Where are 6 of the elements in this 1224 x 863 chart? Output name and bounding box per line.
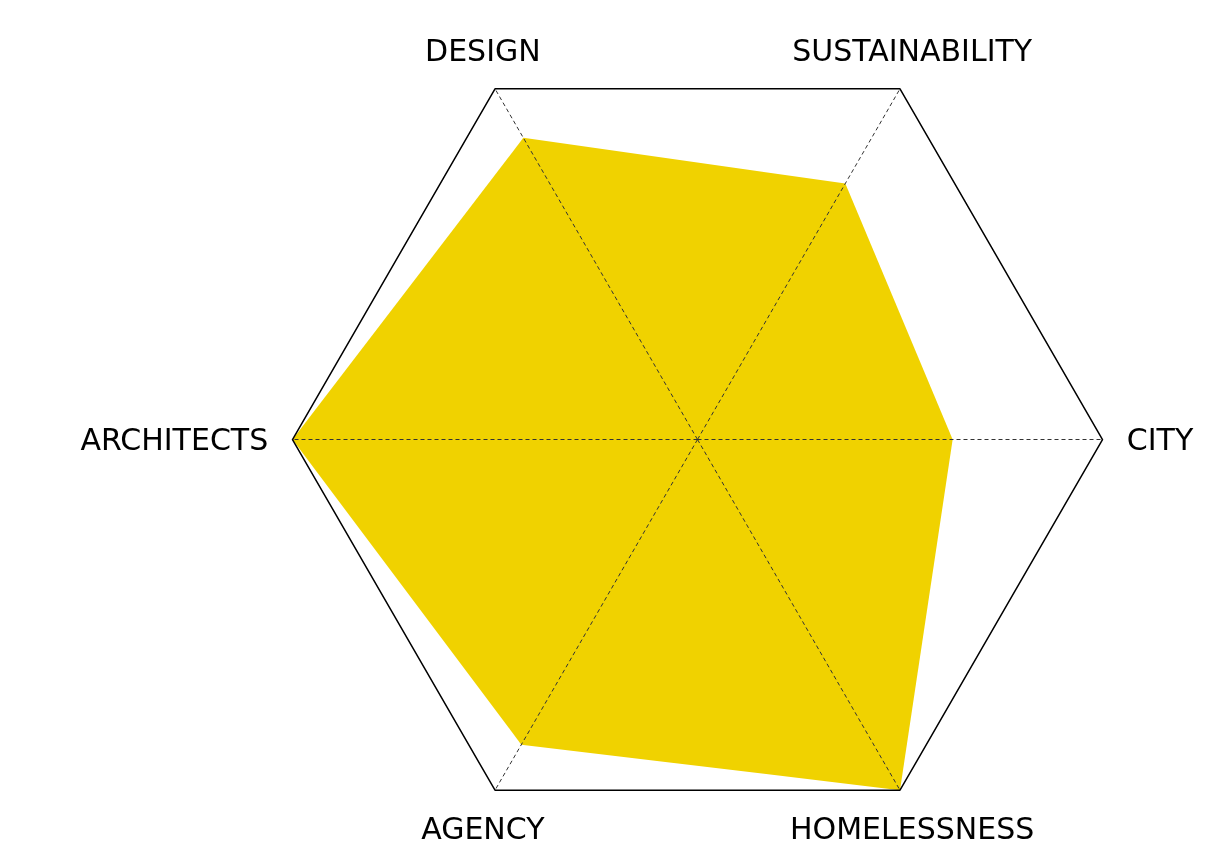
spoke-label: CITY	[1126, 422, 1194, 457]
spoke-label: HOMELESSNESS	[790, 811, 1035, 847]
spoke-label: AGENCY	[421, 811, 546, 847]
spoke-label: ARCHITECTS	[80, 422, 269, 457]
spoke-label: DESIGN	[425, 32, 541, 68]
spoke-label: SUSTAINABILITY	[792, 32, 1033, 68]
